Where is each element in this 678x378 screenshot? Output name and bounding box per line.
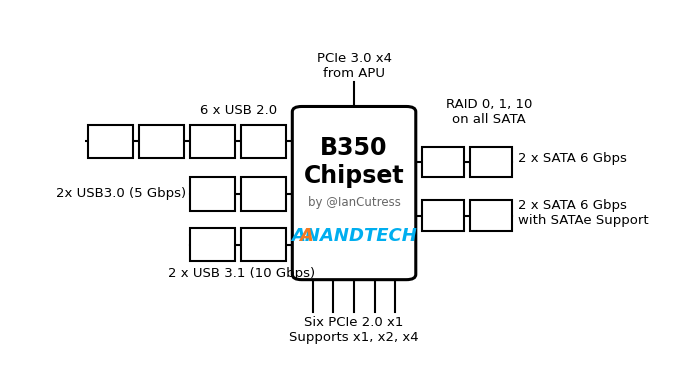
Text: 2x USB3.0 (5 Gbps): 2x USB3.0 (5 Gbps) (56, 187, 186, 200)
Bar (191, 228, 235, 262)
Text: PCIe 3.0 x4
from APU: PCIe 3.0 x4 from APU (317, 52, 391, 80)
Bar (191, 125, 235, 158)
Text: B350: B350 (320, 136, 388, 160)
Bar (140, 125, 184, 158)
Bar (241, 125, 286, 158)
Text: ANANDTECH: ANANDTECH (291, 226, 417, 245)
Text: A: A (299, 226, 313, 245)
Bar (88, 125, 133, 158)
Bar (191, 177, 235, 211)
Text: 6 x USB 2.0: 6 x USB 2.0 (199, 104, 277, 118)
FancyBboxPatch shape (292, 107, 416, 280)
Text: 2 x SATA 6 Gbps
with SATAe Support: 2 x SATA 6 Gbps with SATAe Support (518, 199, 648, 227)
Bar (471, 200, 513, 231)
Text: 2 x USB 3.1 (10 Gbps): 2 x USB 3.1 (10 Gbps) (167, 267, 315, 280)
Bar (241, 177, 286, 211)
Text: 2 x SATA 6 Gbps: 2 x SATA 6 Gbps (518, 152, 626, 165)
Text: RAID 0, 1, 10
on all SATA: RAID 0, 1, 10 on all SATA (446, 98, 532, 126)
Bar (241, 228, 286, 262)
Bar (422, 147, 464, 177)
Text: Chipset: Chipset (304, 164, 404, 188)
Bar (29, 143, 76, 159)
Text: Six PCIe 2.0 x1
Supports x1, x2, x4: Six PCIe 2.0 x1 Supports x1, x2, x4 (290, 316, 419, 344)
Bar (422, 200, 464, 231)
Bar (471, 147, 513, 177)
Text: by @IanCutress: by @IanCutress (308, 196, 401, 209)
Bar (29, 124, 76, 140)
